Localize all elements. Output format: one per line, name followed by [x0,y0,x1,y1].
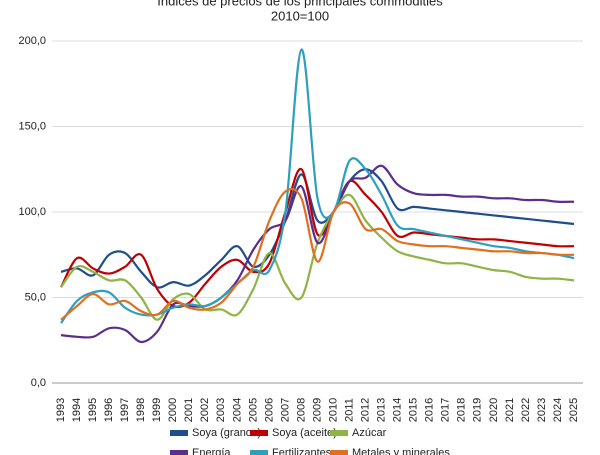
x-tick-label: 1997 [119,398,131,422]
legend-swatch [330,430,348,436]
x-tick-label: 2023 [536,398,548,422]
x-tick-label: 1993 [55,398,67,422]
x-tick-label: 2015 [408,398,420,422]
x-tick-label: 2011 [343,398,355,422]
series-line [60,168,575,309]
y-tick-label: 200,0 [18,35,46,47]
legend-label: Soya (aceite) [272,427,337,439]
x-tick-label: 2001 [183,398,195,422]
x-tick-label: 2016 [424,398,436,422]
x-tick-label: 2018 [456,398,468,422]
x-tick-label: 1999 [151,398,163,422]
x-tick-label: 1995 [87,398,99,422]
x-tick-label: 2021 [504,398,516,422]
legend-label: Azúcar [352,427,387,439]
x-tick-label: 2007 [279,398,291,422]
x-tick-label: 2019 [472,398,484,422]
x-tick-label: 2009 [311,398,323,422]
x-tick-label: 2024 [552,398,564,422]
x-tick-label: 2014 [392,398,404,422]
x-tick-label: 2006 [263,398,275,422]
x-tick-label: 2005 [247,398,259,422]
y-tick-label: 150,0 [18,120,46,132]
chart-subtitle: 2010=100 [271,8,329,23]
legend-label: Energía [192,447,231,455]
x-tick-label: 1994 [71,398,83,422]
legend-label: Fertilizantes [272,447,332,455]
x-tick-label: 2010 [327,398,339,422]
legend-label: Metales y minerales [352,447,450,455]
x-tick-label: 2025 [568,398,580,422]
x-tick-label: 1998 [135,398,147,422]
x-tick-label: 2012 [360,398,372,422]
legend-label: Soya (granos) [192,427,261,439]
series-line [60,164,575,344]
x-tick-label: 2017 [440,398,452,422]
y-tick-label: 100,0 [18,206,46,218]
x-tick-label: 2022 [520,398,532,422]
chart-title: Índices de precios de los principales co… [157,0,443,8]
legend-swatch [250,450,268,455]
series-line [60,48,575,324]
x-tick-label: 2008 [295,398,307,422]
legend-swatch [250,430,268,436]
x-tick-label: 2003 [215,398,227,422]
series-line [60,193,575,321]
x-tick-label: 2000 [167,398,179,422]
x-tick-label: 2004 [231,398,243,422]
series-line [60,187,575,321]
series-line [60,168,575,289]
x-tick-label: 2002 [199,398,211,422]
y-tick-label: 0,0 [31,377,46,389]
y-tick-label: 50,0 [25,291,46,303]
x-tick-label: 2013 [376,398,388,422]
x-tick-label: 1996 [103,398,115,422]
legend-swatch [170,450,188,455]
legend-swatch [170,430,188,436]
x-tick-label: 2020 [488,398,500,422]
legend-swatch [330,450,348,455]
